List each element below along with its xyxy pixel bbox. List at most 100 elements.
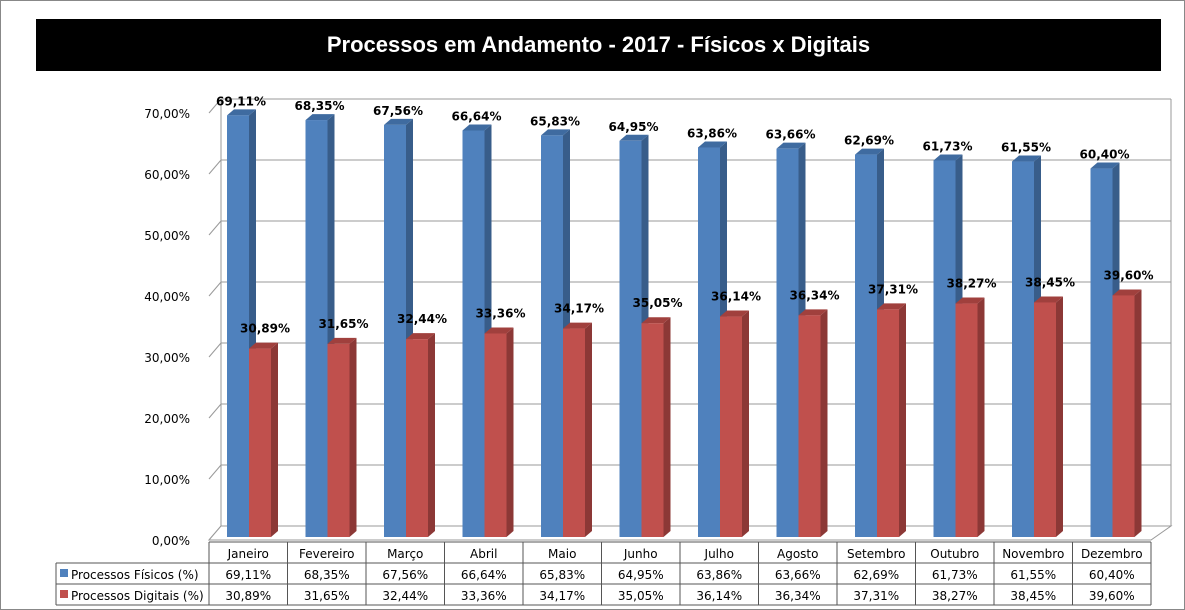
table-cell: 32,44% [382, 589, 428, 603]
table-cell: 67,56% [382, 568, 428, 582]
bar-side [506, 327, 514, 537]
y-tick-label: 0,00% [152, 534, 190, 548]
table-cell: 30,89% [225, 589, 271, 603]
legend-label: Processos Digitais (%) [71, 589, 204, 603]
bar-digitais [1034, 302, 1056, 537]
y-tick-label: 30,00% [144, 351, 190, 365]
bar-fisicos [305, 120, 328, 537]
data-label: 34,17% [554, 302, 604, 316]
table-cell: 62,69% [853, 568, 899, 582]
bar-top [798, 309, 828, 316]
data-label: 36,14% [711, 290, 761, 304]
bar-side [663, 317, 671, 537]
y-tick-label: 40,00% [144, 290, 190, 304]
data-label: 33,36% [476, 307, 526, 321]
data-label: 35,05% [633, 296, 683, 310]
bar-top [1034, 296, 1063, 303]
category-label: Outubro [930, 547, 979, 561]
data-label: 63,66% [766, 128, 816, 142]
data-label: 36,34% [790, 288, 840, 302]
gridline-side [208, 464, 222, 480]
bar-fisicos [1090, 168, 1113, 537]
side-wall [208, 99, 222, 541]
table-cell: 63,66% [775, 568, 821, 582]
table-cell: 65,83% [539, 568, 585, 582]
bar-top [855, 148, 884, 155]
y-tick-label: 50,00% [144, 229, 190, 243]
data-label: 66,64% [452, 109, 502, 123]
data-label: 32,44% [397, 312, 447, 326]
category-label: Agosto [777, 547, 818, 561]
y-tick-label: 70,00% [144, 107, 190, 121]
data-label: 68,35% [295, 99, 345, 113]
data-label: 61,55% [1001, 141, 1051, 155]
bar-top [1090, 162, 1120, 169]
bar-top [484, 327, 514, 334]
bar-top [955, 297, 985, 304]
bar-fisicos [462, 130, 485, 537]
table-cell: 61,55% [1010, 568, 1056, 582]
category-label: Dezembro [1081, 547, 1143, 561]
bar-side [271, 342, 278, 537]
data-label: 60,40% [1080, 148, 1130, 162]
bar-fisicos [384, 124, 406, 537]
table-cell: 66,64% [461, 568, 507, 582]
category-label: Setembro [847, 547, 905, 561]
table-cell: 64,95% [618, 568, 664, 582]
data-label: 67,56% [373, 104, 423, 118]
bar-top [563, 322, 592, 329]
legend-label: Processos Físicos (%) [71, 568, 199, 582]
gridline-side [208, 159, 222, 175]
gridline-side [208, 342, 222, 358]
bar-top [776, 142, 806, 149]
data-label: 37,31% [868, 282, 918, 296]
category-label: Julho [704, 547, 734, 561]
bar-fisicos [855, 154, 877, 537]
chart-title: Processos em Andamento - 2017 - Físicos … [36, 19, 1161, 71]
table-cell: 39,60% [1089, 589, 1135, 603]
legend-key [60, 569, 68, 577]
category-label: Maio [548, 547, 576, 561]
data-label: 39,60% [1104, 268, 1154, 282]
bar-top [1012, 155, 1041, 162]
bar-top [933, 154, 963, 161]
bar-fisicos [698, 147, 720, 538]
table-cell: 35,05% [618, 589, 664, 603]
data-label: 61,73% [923, 139, 973, 153]
bar-top [877, 303, 906, 310]
bar-digitais [563, 328, 585, 537]
y-tick-label: 20,00% [144, 412, 190, 426]
bar-top [619, 134, 649, 141]
bar-side [1134, 289, 1142, 537]
bar-digitais [641, 323, 664, 537]
data-label: 65,83% [530, 114, 580, 128]
category-label: Junho [623, 547, 658, 561]
gridline-side [208, 281, 222, 297]
table-cell: 31,65% [304, 589, 350, 603]
bar-top [249, 342, 278, 349]
category-label: Abril [470, 547, 497, 561]
bar-top [541, 129, 570, 136]
bar-top [305, 114, 335, 121]
bar-digitais [720, 316, 742, 537]
bar-fisicos [1012, 161, 1034, 538]
bar-top [384, 118, 413, 125]
bar-top [327, 337, 357, 344]
bar-top [1112, 289, 1142, 296]
table-cell: 69,11% [225, 568, 271, 582]
bar-side [742, 310, 749, 537]
gridline-side [208, 403, 222, 419]
table-cell: 36,34% [775, 589, 821, 603]
bar-top [641, 317, 671, 324]
category-label: Março [387, 547, 423, 561]
bar-top [720, 310, 749, 317]
bar-side [1056, 296, 1063, 537]
bar-side [585, 322, 592, 537]
bar-digitais [484, 333, 507, 537]
bar-fisicos [619, 140, 642, 537]
data-label: 63,86% [687, 126, 737, 140]
bar-top [406, 333, 435, 340]
bar-fisicos [541, 135, 563, 537]
